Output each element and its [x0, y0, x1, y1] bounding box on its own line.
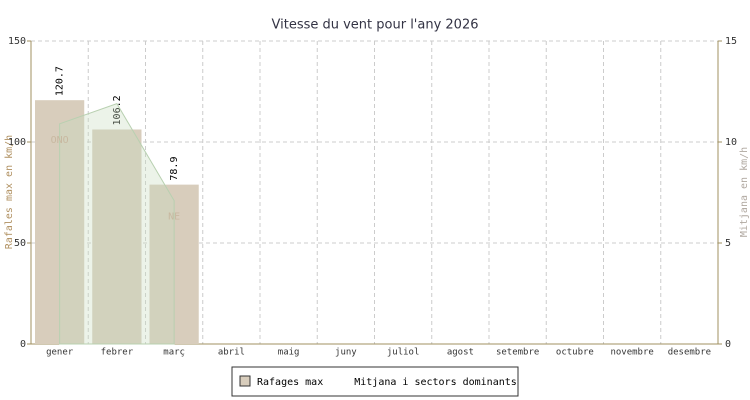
bar-value-label: 78.9: [169, 157, 180, 181]
x-tick-label: març: [163, 348, 185, 358]
legend-swatch: [239, 375, 251, 387]
x-tick-label: agost: [447, 348, 474, 358]
legend-label: Mitjana i sectors dominants: [354, 377, 517, 388]
x-tick-label: desembre: [668, 348, 711, 358]
x-tick-label: gener: [46, 348, 74, 358]
bar: [92, 129, 142, 344]
x-tick-label: maig: [278, 348, 300, 358]
x-tick-label: juny: [335, 348, 357, 358]
y2-axis-label: Mitjana en km/h: [739, 147, 750, 237]
y-tick-label: 100: [8, 137, 26, 148]
x-tick-label: novembre: [610, 348, 653, 358]
legend-box: [231, 366, 519, 397]
x-tick-label: abril: [218, 348, 245, 358]
y2-tick-label: 10: [725, 137, 737, 148]
x-tick-label: juliol: [387, 348, 420, 358]
y2-tick-label: 0: [725, 339, 731, 350]
y-tick-label: 50: [14, 238, 26, 249]
chart-title: Vitesse du vent pour l'any 2026: [272, 18, 479, 33]
legend-swatch: [337, 376, 348, 386]
sector-label: NE: [168, 212, 180, 223]
x-tick-label: febrer: [101, 348, 134, 358]
legend-label: Rafages max: [257, 377, 323, 388]
sector-label: ONO: [51, 135, 69, 146]
y-axis-label: Rafales max en km/h: [4, 135, 15, 249]
y-tick-label: 150: [8, 36, 26, 47]
x-tick-label: setembre: [496, 348, 539, 358]
y-tick-label: 0: [20, 339, 26, 350]
area: [59, 103, 175, 345]
bar-value-label: 120.7: [55, 66, 66, 96]
bar-value-label: 106.2: [112, 95, 123, 125]
y2-tick-label: 15: [725, 36, 737, 47]
y2-tick-label: 5: [725, 238, 731, 249]
x-tick-label: octubre: [556, 348, 594, 358]
